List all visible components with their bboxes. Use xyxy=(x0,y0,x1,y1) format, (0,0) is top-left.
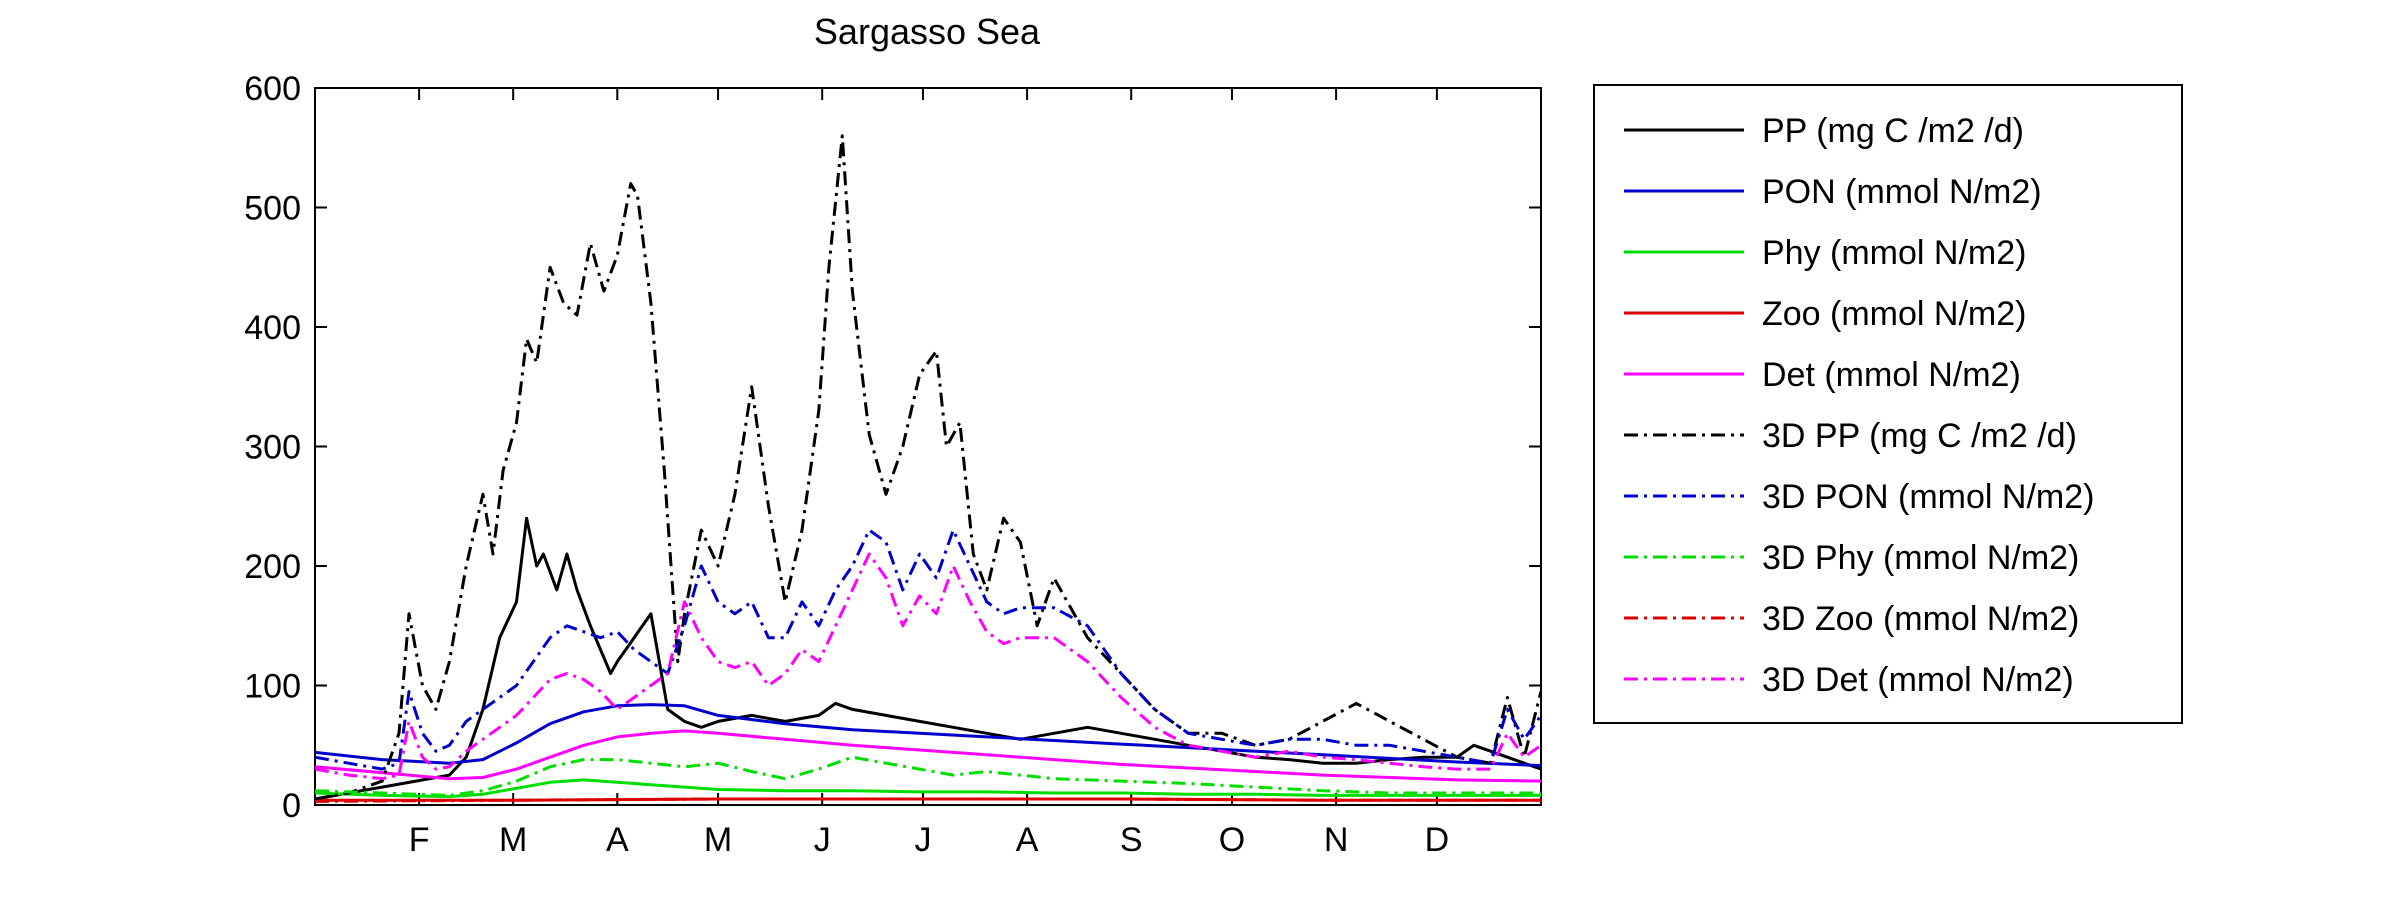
chart-title: Sargasso Sea xyxy=(814,11,1041,52)
x-tick-label: D xyxy=(1425,821,1450,859)
legend-label: 3D Det (mmol N/m2) xyxy=(1762,661,2074,699)
plot-frame xyxy=(314,87,1542,806)
y-tick-label: 600 xyxy=(244,70,301,108)
legend-label: 3D Phy (mmol N/m2) xyxy=(1762,539,2079,577)
y-tick-label: 100 xyxy=(244,668,301,706)
x-tick-label: A xyxy=(1016,821,1039,859)
series-lines xyxy=(315,134,1541,803)
legend-label: Zoo (mmol N/m2) xyxy=(1762,295,2026,333)
series-line-1 xyxy=(315,516,1541,801)
x-tick-label: F xyxy=(409,821,430,859)
y-tick-label: 400 xyxy=(244,309,301,347)
legend-label: 3D PP (mg C /m2 /d) xyxy=(1762,417,2077,455)
plot-area: 0 100 200 300 400 500 600 F M A M J J A S O N D xyxy=(244,70,1542,859)
x-tick-label: S xyxy=(1120,821,1143,859)
y-tick-label: 0 xyxy=(282,787,301,825)
y-tick-label: 200 xyxy=(244,548,301,586)
legend: PP (mg C /m2 /d) PON (mmol N/m2) Phy (mmol… xyxy=(1593,84,2183,724)
series-line-3 xyxy=(315,778,1541,799)
x-tick-label: M xyxy=(499,821,527,859)
legend-label: Phy (mmol N/m2) xyxy=(1762,234,2026,272)
series-line-7 xyxy=(315,528,1541,771)
x-tick-label: M xyxy=(704,821,732,859)
series-line-6 xyxy=(315,134,1541,801)
y-tick-label: 500 xyxy=(244,190,301,228)
x-tick-label: A xyxy=(606,821,629,859)
y-tick-label: 300 xyxy=(244,429,301,467)
legend-label: 3D PON (mmol N/m2) xyxy=(1762,478,2094,516)
series-line-5 xyxy=(315,729,1541,783)
series-line-8 xyxy=(315,755,1541,797)
legend-label: PON (mmol N/m2) xyxy=(1762,173,2042,211)
y-axis: 0 100 200 300 400 500 600 xyxy=(244,70,1541,825)
legend-label: 3D Zoo (mmol N/m2) xyxy=(1762,600,2079,638)
series-line-10 xyxy=(315,552,1541,781)
x-tick-label: N xyxy=(1324,821,1349,859)
x-tick-label: O xyxy=(1219,821,1245,859)
legend-label: PP (mg C /m2 /d) xyxy=(1762,112,2024,150)
legend-label: Det (mmol N/m2) xyxy=(1762,356,2021,394)
series-line-9 xyxy=(315,797,1541,803)
x-tick-label: J xyxy=(814,821,831,859)
x-tick-label: J xyxy=(914,821,931,859)
